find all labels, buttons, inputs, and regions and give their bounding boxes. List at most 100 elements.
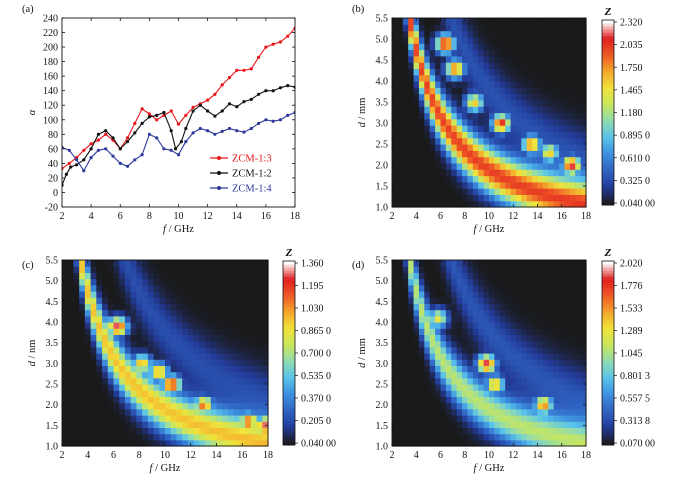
x-tick-label: 2 (390, 450, 395, 461)
heatmap-cell (176, 322, 183, 329)
heatmap-cell (142, 260, 149, 267)
heatmap-cell (537, 421, 544, 428)
heatmap-cell (580, 384, 587, 391)
heatmap-cell (499, 421, 506, 428)
heatmap-cell (233, 402, 240, 410)
y-tick-label: 1.0 (376, 442, 389, 453)
heatmap-cell (467, 200, 474, 208)
data-point-ZCM-1:4 (271, 119, 275, 123)
heatmap-cell (532, 18, 539, 25)
heatmap-cell (580, 175, 587, 183)
heatmap-cell (510, 43, 517, 51)
heatmap-cell (408, 427, 415, 435)
heatmap-cell (456, 309, 463, 317)
heatmap-cell (445, 200, 452, 208)
colorbar-tick-label: 1.750 (620, 63, 643, 74)
x-tick-label: 2 (390, 211, 395, 222)
heatmap-cell (402, 144, 409, 151)
heatmap-cell (84, 390, 92, 397)
heatmap-cell (187, 291, 195, 298)
heatmap-cell (580, 93, 587, 101)
heatmap-cell (521, 427, 528, 435)
heatmap-cell (537, 137, 544, 145)
heatmap-cell (483, 181, 490, 189)
heatmap-cell (440, 87, 447, 95)
heatmap-cell (142, 359, 149, 366)
heatmap-cell (467, 150, 474, 158)
colorbar-swatch (283, 414, 295, 418)
data-point-ZCM-1:2 (125, 140, 130, 144)
heatmap-cell (542, 62, 549, 69)
heatmap-cell (397, 291, 404, 298)
heatmap-cell (402, 30, 409, 38)
colorbar-swatch (602, 112, 614, 117)
heatmap-cell (193, 346, 200, 354)
heatmap-cell (532, 377, 539, 385)
colorbar-swatch (283, 310, 295, 314)
heatmap-cell (205, 315, 212, 323)
heatmap-cell (67, 284, 75, 292)
heatmap-cell (408, 371, 415, 379)
heatmap-cell (245, 328, 252, 335)
heatmap-cell (537, 433, 544, 441)
colorbar-swatch (602, 303, 614, 308)
heatmap-cell (553, 260, 560, 267)
heatmap-cell (435, 390, 442, 397)
heatmap-cell (392, 99, 398, 107)
heatmap-cell (505, 181, 512, 189)
heatmap-cell (542, 68, 549, 76)
heatmap-cell (483, 334, 490, 342)
heatmap-cell (429, 169, 436, 177)
heatmap-cell (429, 278, 436, 286)
heatmap-cell (515, 322, 522, 329)
heatmap-cell (564, 194, 571, 202)
heatmap-cell (424, 359, 431, 366)
heatmap-cell (537, 272, 544, 280)
heatmap-cell (553, 278, 560, 286)
heatmap-cell (239, 421, 246, 428)
heatmap-cell (489, 162, 495, 170)
heatmap-cell (510, 353, 517, 360)
heatmap-cell (79, 328, 86, 335)
heatmap-cell (262, 365, 269, 373)
heatmap-cell (222, 346, 229, 354)
colorbar-swatch (602, 346, 614, 351)
heatmap-cell (445, 402, 452, 410)
heatmap-cell (569, 291, 576, 298)
heatmap-cell (435, 99, 442, 107)
heatmap-cell (494, 346, 501, 354)
heatmap-cell (392, 260, 398, 267)
heatmap-cell (569, 272, 576, 280)
heatmap-cell (559, 396, 566, 404)
heatmap-cell (67, 421, 75, 428)
heatmap-cell (153, 340, 160, 348)
heatmap-cell (440, 175, 447, 183)
colorbar-swatch (283, 383, 295, 388)
heatmap-cell (124, 359, 132, 366)
heatmap-cell (553, 402, 560, 410)
heatmap-cell (392, 427, 398, 435)
heatmap-cell (462, 334, 469, 342)
heatmap-cell (245, 402, 252, 410)
colorbar-swatch (602, 26, 614, 30)
heatmap-cell (505, 30, 512, 38)
heatmap-cell (119, 315, 126, 323)
heatmap-cell (424, 131, 431, 139)
colorbar-swatch (602, 192, 614, 197)
heatmap-cell (462, 284, 469, 292)
heatmap-cell (542, 137, 549, 145)
heatmap-cell (96, 328, 103, 335)
y-tick-label: 20 (48, 173, 58, 184)
heatmap-cell (575, 334, 582, 342)
heatmap-cell (418, 421, 425, 428)
heatmap-cell (136, 309, 143, 317)
heatmap-cell (102, 284, 109, 292)
heatmap-cell (440, 353, 447, 360)
heatmap-cell (499, 188, 506, 195)
heatmap-cell (483, 99, 490, 107)
heatmap-cell (499, 439, 506, 447)
heatmap-cell (227, 334, 235, 342)
heatmap-cell (165, 315, 172, 323)
heatmap-cell (205, 359, 212, 366)
heatmap-cell (553, 322, 560, 329)
